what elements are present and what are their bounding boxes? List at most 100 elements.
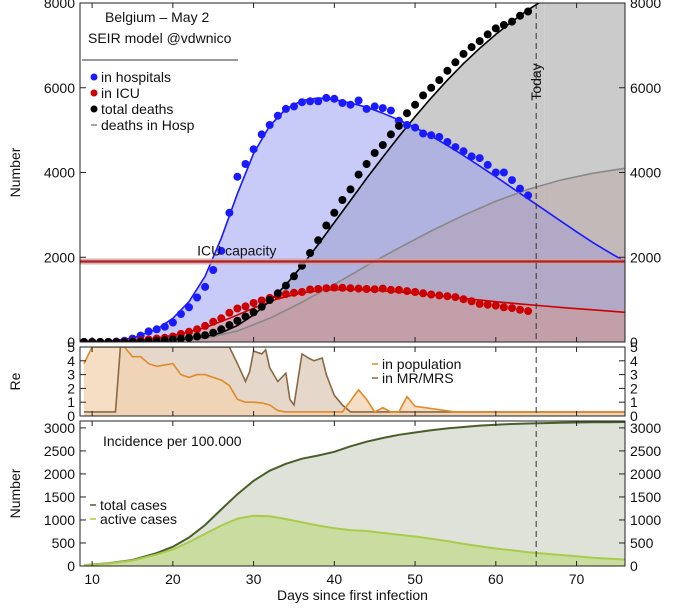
death-point — [225, 321, 234, 330]
death-point — [120, 338, 129, 342]
legend-label: total deaths — [101, 101, 173, 117]
icu-point — [257, 296, 266, 305]
hospital-point — [257, 130, 266, 139]
icu-point — [346, 284, 355, 293]
death-point — [378, 141, 387, 149]
death-point — [427, 83, 436, 92]
icu-capacity-label: ICU capacity — [197, 242, 276, 258]
hospital-point — [346, 100, 355, 109]
legend-label: active cases — [100, 511, 177, 527]
y-tick-label: 2000 — [44, 466, 75, 482]
today-label: Today — [528, 63, 544, 100]
death-point — [483, 30, 492, 39]
panel-hospital-model: 0 0 2000 2000 4000 4000 6000 6000 8000 8000 Numbe… — [7, 0, 661, 350]
y-tick-label-right: 0 — [630, 558, 638, 574]
y-tick-label: 0 — [67, 334, 75, 350]
death-point — [419, 91, 428, 100]
icu-point — [499, 303, 508, 312]
hospital-point — [403, 121, 411, 129]
y-tick-label: 0 — [67, 408, 75, 424]
y-axis-label: Number — [7, 468, 23, 518]
death-point — [306, 249, 315, 257]
icu-point — [419, 289, 428, 298]
y-tick-label-right: 1500 — [630, 489, 661, 505]
y-tick-label: 1500 — [44, 489, 75, 505]
legend-label: in MR/MRS — [382, 370, 454, 386]
hospital-point — [168, 318, 177, 327]
death-point — [144, 337, 153, 342]
hospital-point — [290, 102, 298, 111]
panel-incidence: 0 0 500 500 1000 1000 1500 1500 2000 2000 2500 2500… — [7, 420, 661, 603]
death-point — [370, 149, 379, 157]
y-tick-label: 0 — [67, 558, 75, 574]
icu-point — [378, 284, 387, 293]
death-point — [176, 334, 185, 342]
hospital-point — [475, 154, 484, 163]
legend-item-in-population: in population — [372, 356, 461, 372]
hospital-point — [508, 176, 516, 185]
hospital-point — [160, 322, 169, 331]
hospital-point — [435, 132, 444, 141]
icu-point — [411, 288, 420, 296]
hospital-point — [362, 104, 371, 113]
hospital-point — [225, 208, 234, 217]
y-tick-label: 2500 — [44, 443, 75, 459]
y-tick-label: 5 — [67, 339, 75, 355]
hospital-point — [185, 303, 193, 312]
legend-label: in hospitals — [101, 69, 171, 85]
death-point — [443, 66, 452, 75]
legend-label: total cases — [100, 497, 167, 513]
hospital-point — [378, 104, 387, 113]
hospital-point — [193, 293, 202, 302]
icu-point — [249, 299, 258, 307]
hospital-point — [306, 97, 315, 106]
death-point — [451, 58, 460, 67]
icu-point — [201, 321, 210, 330]
y-tick-label: 3 — [67, 367, 75, 383]
death-point — [491, 24, 500, 33]
y-tick-label: 500 — [52, 535, 76, 551]
icu-point — [354, 284, 363, 293]
y-tick-label-right: 0 — [630, 334, 638, 350]
icu-point — [233, 304, 242, 313]
death-point — [330, 208, 339, 217]
icu-point — [322, 284, 331, 293]
panel-frame — [79, 420, 626, 567]
death-point — [104, 338, 113, 342]
x-tick-label: 70 — [569, 571, 585, 587]
hospital-point — [209, 266, 218, 274]
hospital-point — [322, 93, 331, 102]
death-point — [346, 185, 355, 194]
death-point — [314, 236, 323, 245]
hospital-point — [281, 104, 290, 113]
death-point — [209, 328, 218, 337]
hospital-point — [459, 147, 468, 156]
x-tick-label: 30 — [246, 571, 262, 587]
hospital-point — [144, 327, 153, 336]
y-tick-label: 8000 — [44, 0, 75, 11]
legend-label: deaths in Hosp — [101, 117, 195, 133]
legend-item-in-mr-mrs: in MR/MRS — [372, 370, 454, 386]
hospital-point — [419, 129, 428, 138]
death-point — [516, 11, 524, 20]
legend-marker — [90, 105, 98, 113]
icu-point — [524, 307, 533, 316]
hospital-point — [298, 98, 306, 107]
icu-point — [241, 302, 250, 311]
icu-point — [290, 288, 298, 297]
hospital-point — [451, 143, 460, 152]
icu-point — [475, 299, 484, 308]
re-mr-line — [84, 347, 625, 413]
death-point — [394, 121, 403, 130]
x-tick-label: 40 — [327, 571, 343, 587]
death-point — [322, 221, 331, 230]
death-point — [459, 49, 468, 58]
hospital-point — [330, 94, 339, 103]
icu-point — [386, 285, 395, 294]
death-point — [354, 170, 363, 179]
icu-point — [427, 290, 436, 299]
panel-frame — [79, 2, 626, 343]
icu-point — [185, 327, 193, 336]
active-cases-line — [83, 514, 625, 566]
